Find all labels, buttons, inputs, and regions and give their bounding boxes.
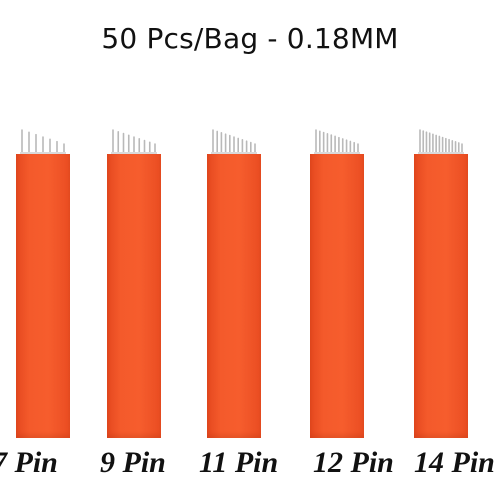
blade-7-pin <box>16 100 70 450</box>
blade-body <box>414 154 468 438</box>
blade-label-11-pin: 11 Pin <box>199 446 279 479</box>
blade-body <box>310 154 364 438</box>
blade-14-pin <box>414 100 468 450</box>
needle-pins-icon <box>111 129 157 157</box>
blade-body <box>207 154 261 438</box>
blade-body <box>107 154 161 438</box>
blade-9-pin <box>107 100 161 450</box>
blade-12-pin <box>310 100 364 450</box>
needle-pins-icon <box>20 129 66 157</box>
needle-pins-icon <box>314 129 360 157</box>
blade-label-9-pin: 9 Pin <box>100 446 166 479</box>
blade-label-7-pin: 7 Pin <box>0 446 58 479</box>
product-title: 50 Pcs/Bag - 0.18MM <box>101 22 399 55</box>
blade-label-14-pin: 14 Pin <box>414 446 495 479</box>
blade-11-pin <box>207 100 261 450</box>
blade-label-12-pin: 12 Pin <box>313 446 394 479</box>
needle-pins-icon <box>418 129 464 157</box>
blade-body <box>16 154 70 438</box>
needle-pins-icon <box>211 129 257 157</box>
